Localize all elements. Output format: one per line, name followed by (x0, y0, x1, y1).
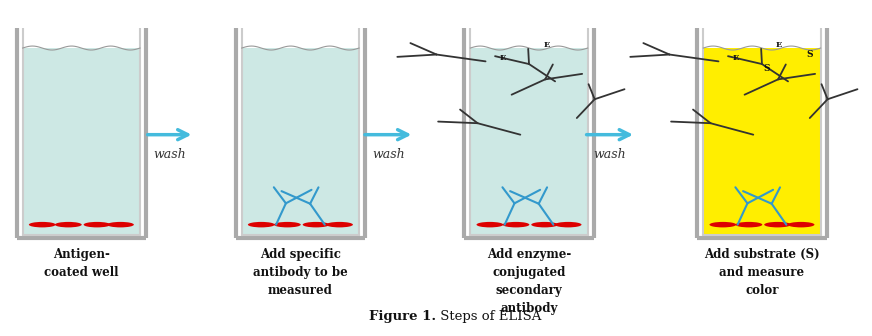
Ellipse shape (736, 222, 762, 227)
Text: S: S (807, 50, 813, 59)
Ellipse shape (274, 222, 301, 227)
Text: Antigen-
coated well: Antigen- coated well (44, 248, 119, 279)
Ellipse shape (476, 222, 503, 227)
Ellipse shape (764, 222, 791, 227)
Text: S: S (763, 64, 770, 73)
Text: E: E (543, 41, 549, 49)
Text: Steps of ELISA: Steps of ELISA (436, 310, 542, 323)
Ellipse shape (326, 222, 353, 227)
Ellipse shape (84, 222, 111, 227)
Text: wash: wash (153, 148, 186, 161)
Text: wash: wash (371, 148, 405, 161)
Ellipse shape (55, 222, 82, 227)
Ellipse shape (107, 222, 134, 227)
Text: wash: wash (594, 148, 626, 161)
Bar (242, 48, 359, 235)
Ellipse shape (303, 222, 330, 227)
Bar (704, 48, 821, 235)
Text: E: E (500, 54, 506, 62)
Ellipse shape (555, 222, 582, 227)
Text: Figure 1.: Figure 1. (369, 310, 436, 323)
Ellipse shape (710, 222, 736, 227)
Ellipse shape (502, 222, 529, 227)
Text: Add enzyme-
conjugated
secondary
antibody: Add enzyme- conjugated secondary antibod… (487, 248, 571, 315)
Ellipse shape (29, 222, 56, 227)
Bar (23, 48, 140, 235)
Bar (470, 48, 588, 235)
Text: E: E (732, 54, 739, 62)
Ellipse shape (787, 222, 814, 227)
Text: E: E (776, 41, 782, 49)
Ellipse shape (531, 222, 558, 227)
Ellipse shape (248, 222, 275, 227)
Text: Add specific
antibody to be
measured: Add specific antibody to be measured (253, 248, 348, 297)
Text: Add substrate (S)
and measure
color: Add substrate (S) and measure color (705, 248, 820, 297)
